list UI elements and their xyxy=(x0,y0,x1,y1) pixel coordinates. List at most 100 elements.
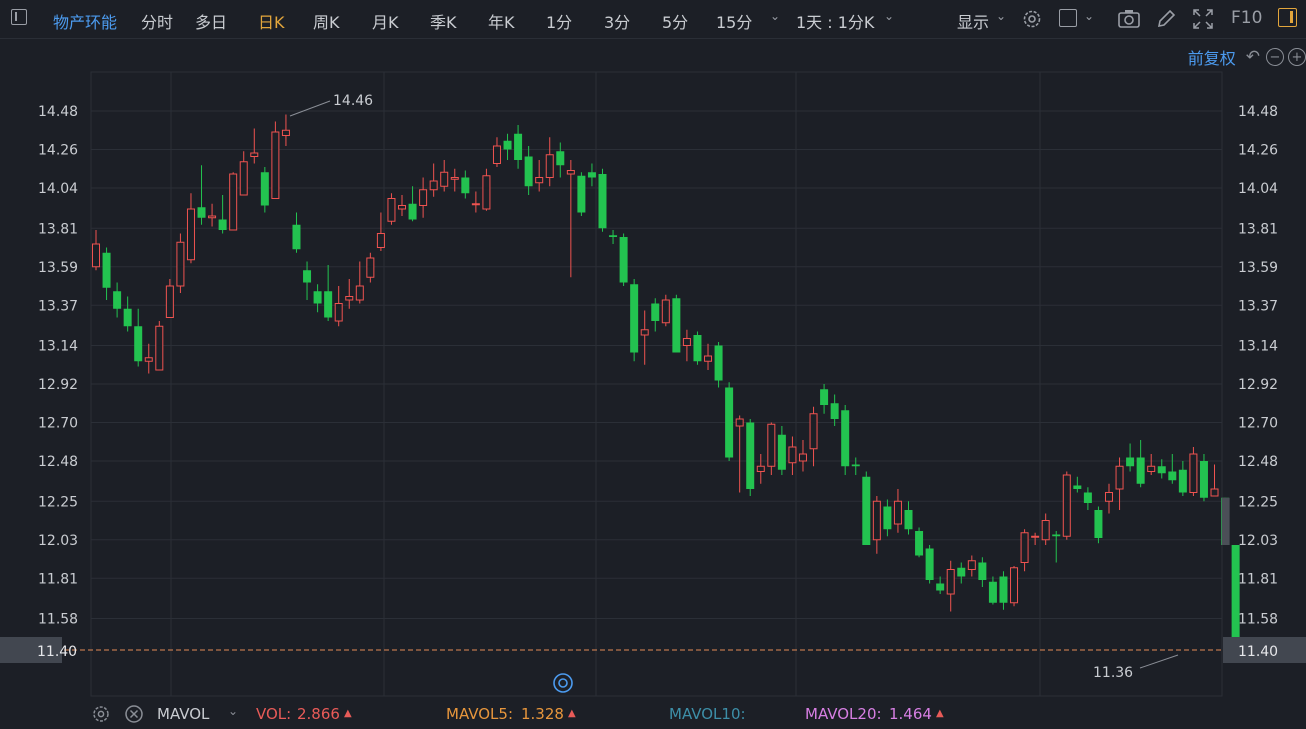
candle-body xyxy=(630,284,639,353)
candle xyxy=(440,160,449,192)
candle-body xyxy=(872,500,881,541)
tab-1fen[interactable]: 1分 xyxy=(546,13,573,32)
candle xyxy=(598,168,607,232)
mavol20-value: 1.464 xyxy=(889,705,932,723)
low-annotation: 11.36 xyxy=(1093,665,1133,681)
candle xyxy=(883,499,892,537)
candle xyxy=(450,168,459,192)
candle xyxy=(535,160,544,192)
candle-body xyxy=(313,291,322,304)
candle-body xyxy=(218,219,227,230)
tab-niank[interactable]: 年K xyxy=(488,13,515,32)
interval-selector[interactable]: 1天 : 1分K xyxy=(796,13,875,32)
tab-more-chevron-icon[interactable]: ⌄ xyxy=(770,9,781,23)
adjust-selector[interactable]: 前复权 xyxy=(1187,49,1236,68)
candle-body xyxy=(883,506,892,530)
candle-body xyxy=(735,418,744,427)
current-price-tag-right-bg xyxy=(1223,637,1306,663)
mavol5-label: MAVOL5: xyxy=(446,705,514,723)
chart-grid xyxy=(90,71,1223,697)
candle-body xyxy=(545,154,554,178)
candle xyxy=(746,419,755,496)
interval-chevron-icon[interactable]: ⌄ xyxy=(884,9,895,23)
candle-body xyxy=(292,224,301,250)
locate-target-icon[interactable] xyxy=(553,673,573,693)
reset-icon[interactable]: ↶ xyxy=(1245,47,1260,67)
candle-body xyxy=(165,285,174,318)
candle xyxy=(429,163,438,197)
candle-body xyxy=(1210,488,1219,497)
candle xyxy=(92,230,100,271)
candle xyxy=(134,308,143,367)
candle xyxy=(144,343,153,374)
tab-duori[interactable]: 多日 xyxy=(195,13,228,32)
candle xyxy=(1062,471,1071,540)
candle xyxy=(482,168,491,211)
candle xyxy=(1126,443,1135,472)
candle-body xyxy=(1136,457,1145,484)
candle xyxy=(281,114,290,146)
candle xyxy=(229,172,238,231)
candle xyxy=(292,212,301,253)
candle xyxy=(830,394,839,426)
tab-jik[interactable]: 季K xyxy=(430,13,457,32)
candle xyxy=(904,501,913,535)
candle-body xyxy=(1115,465,1124,490)
tab-zhouk[interactable]: 周K xyxy=(313,13,340,32)
candle xyxy=(630,279,639,362)
candle-body xyxy=(281,129,290,136)
f10-button[interactable]: F10 xyxy=(1231,8,1263,28)
candle-body xyxy=(756,465,765,472)
fullscreen-icon[interactable] xyxy=(1192,8,1214,30)
pencil-icon[interactable] xyxy=(1155,8,1177,30)
y-tick-left: 13.37 xyxy=(38,298,78,314)
settings-gear-icon[interactable] xyxy=(1021,8,1043,30)
indicator-chevron-icon[interactable]: ⌄ xyxy=(228,704,239,718)
candle-body xyxy=(587,172,596,178)
candle-body xyxy=(841,410,850,467)
candle-body xyxy=(651,303,660,321)
indicator-settings-icon[interactable] xyxy=(91,704,111,724)
candle-body xyxy=(967,560,976,570)
tab-rik[interactable]: 日K xyxy=(258,13,285,32)
sidebar-toggle-icon[interactable] xyxy=(11,9,27,25)
tab-15fen[interactable]: 15分 xyxy=(716,13,753,32)
tab-fenshi[interactable]: 分时 xyxy=(141,13,174,32)
candle-body xyxy=(408,203,417,220)
y-tick-right: 12.03 xyxy=(1238,533,1278,549)
stock-name[interactable]: 物产环能 xyxy=(53,13,118,32)
candle-body xyxy=(936,583,945,591)
panel-toggle-icon[interactable] xyxy=(1278,8,1297,27)
candle xyxy=(313,284,322,313)
candle-body xyxy=(471,203,480,206)
camera-icon[interactable] xyxy=(1117,8,1141,30)
candle xyxy=(1083,487,1092,510)
y-axis-right: 14.48 14.26 14.04 13.81 13.59 13.37 13.14 12.92… xyxy=(1238,104,1278,628)
indicator-name[interactable]: MAVOL xyxy=(157,705,210,723)
color-chevron-icon[interactable]: ⌄ xyxy=(1084,9,1095,23)
candle xyxy=(682,329,691,362)
indicator-close-icon[interactable] xyxy=(124,704,144,724)
y-tick-left: 12.03 xyxy=(38,533,78,549)
high-annotation: 14.46 xyxy=(333,93,373,109)
candle-body xyxy=(271,131,280,199)
tab-5fen[interactable]: 5分 xyxy=(662,13,689,32)
candle xyxy=(756,454,765,484)
candle xyxy=(376,212,385,251)
candle xyxy=(862,471,871,545)
tab-3fen[interactable]: 3分 xyxy=(604,13,631,32)
candle xyxy=(1168,454,1177,484)
candle-body xyxy=(851,464,860,467)
candle xyxy=(524,146,533,195)
tab-yuek[interactable]: 月K xyxy=(372,13,399,32)
display-menu[interactable]: 显示 xyxy=(957,13,990,32)
color-square-icon[interactable] xyxy=(1059,9,1077,27)
zoom-out-icon[interactable]: − xyxy=(1266,48,1284,66)
y-tick-right: 12.92 xyxy=(1238,377,1278,393)
display-chevron-icon[interactable]: ⌄ xyxy=(996,9,1007,23)
current-price-tag-right: 11.40 xyxy=(1238,644,1278,660)
candle xyxy=(661,294,670,327)
candle-body xyxy=(524,156,533,187)
candle-body xyxy=(229,173,238,231)
